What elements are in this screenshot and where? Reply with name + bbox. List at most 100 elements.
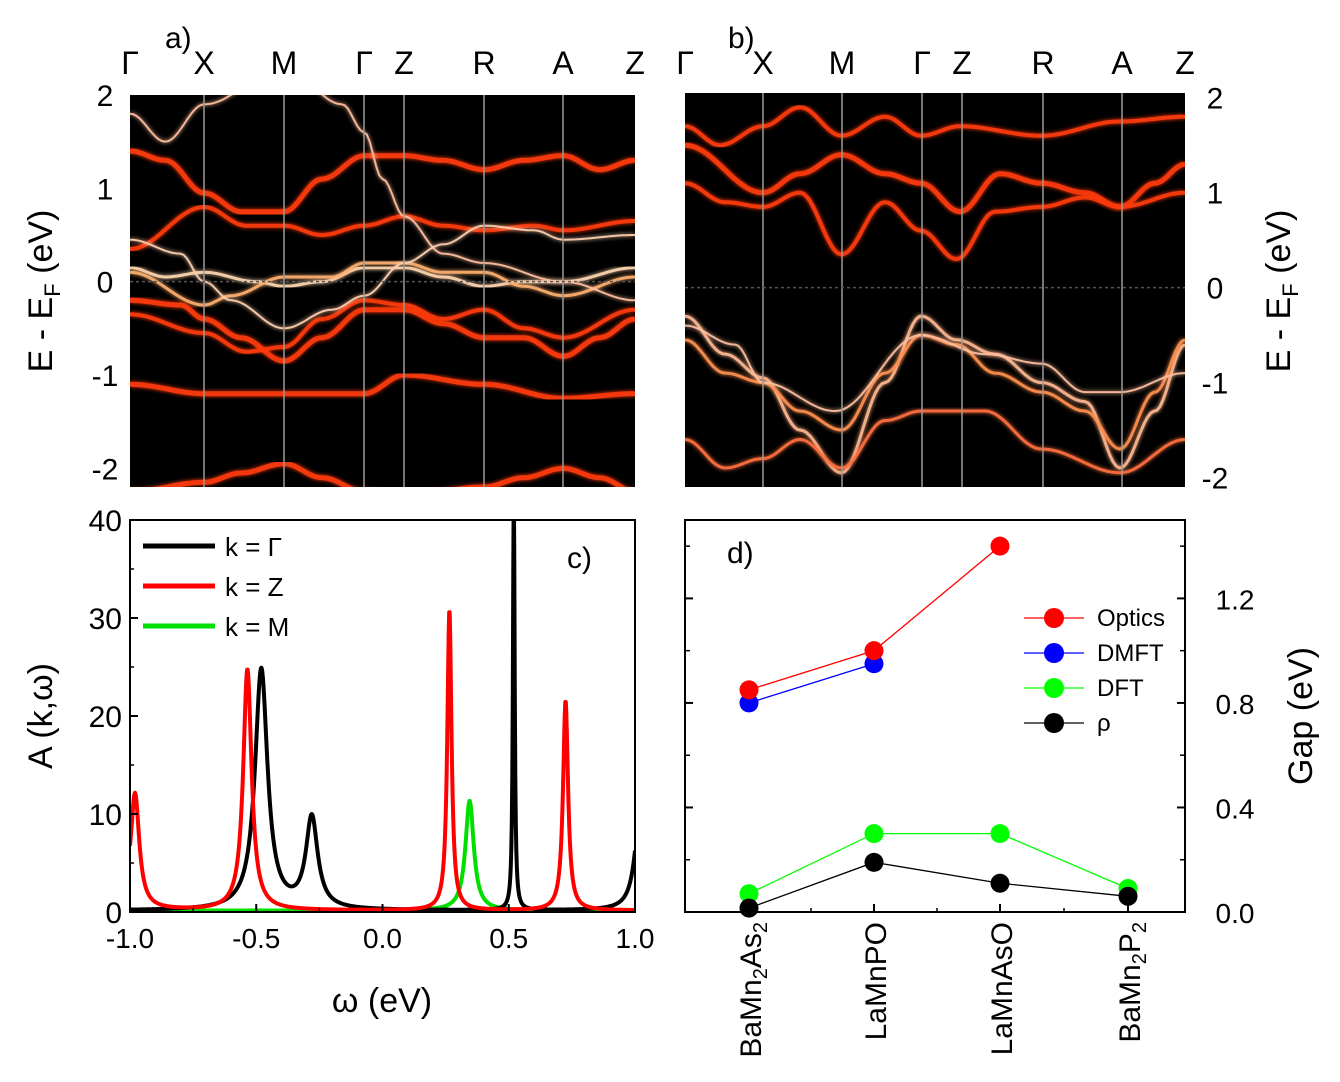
legend-label: k = Z [225,572,284,602]
band-curve [685,105,1185,148]
legend-swatch-marker [1044,678,1064,698]
legend-label: ρ [1097,710,1111,737]
panel-d-ticks: 0.0 0.4 0.8 1.2 [685,545,1255,929]
kpoint-label: Γ [355,45,373,81]
data-point [739,898,759,918]
legend-label: k = M [225,612,289,642]
category-label: BaMn2As2 [735,922,772,1058]
band-curve [130,95,635,302]
band-curve [130,372,635,401]
panel-a-background [130,95,635,487]
panel-c-ticks: -1.0 -0.5 0.0 0.5 1.0 0 10 20 30 40 [89,505,655,954]
band-curve [130,261,635,307]
data-point [990,824,1010,844]
ytick-label: 1 [1207,178,1224,211]
ytick-label: 0 [97,267,114,300]
category-label: LaMnPO [860,922,893,1040]
panel-c-ylabel: A (k,ω) [22,663,60,769]
band-curve [685,314,1185,475]
data-point [739,693,759,713]
ytick-label: 0 [105,897,122,930]
kpoint-label: A [1111,45,1133,81]
ytick-label: 10 [89,799,122,832]
data-point [864,824,884,844]
category-label: BaMn2P2 [1114,922,1151,1043]
ytick-label: -1 [92,360,119,393]
kpoint-label: A [552,45,574,81]
panel-b-yticks: 2 1 0 -1 -2 [1202,83,1229,496]
kpoint-label: M [271,45,298,81]
kpoint-label: M [829,45,856,81]
kpoint-label: Γ [676,45,694,81]
panel-a-ylabel: E - EF (eV) [22,210,65,373]
legend-label: DMFT [1097,640,1164,667]
kpoint-label: X [752,45,773,81]
data-point [990,873,1010,893]
panel-c-label: c) [567,542,592,575]
band-curve [685,324,1185,412]
kpoint-label: Z [394,45,414,81]
legend-label: DFT [1097,675,1144,702]
xtick-label: 0.0 [363,923,402,954]
category-label: LaMnAsO [986,922,1019,1055]
data-point [990,536,1010,556]
band-curve [685,181,1185,262]
ytick-label: 20 [89,701,122,734]
band-curve [153,461,627,487]
panel-d-series [739,536,1138,918]
panel-a-bands [130,95,635,487]
panel-b-bands [685,105,1185,475]
panel-a-yticks: 2 1 0 -1 -2 [92,80,119,486]
kpoint-label: X [193,45,214,81]
legend-label: k = Γ [225,532,282,562]
legend-label: Optics [1097,605,1165,632]
band-curve [130,205,635,251]
data-point [864,852,884,872]
series-line-DFT [748,832,1129,895]
ytick-label: 2 [1207,83,1224,116]
panel-d-frame [684,519,1186,913]
ytick-label: 0.8 [1216,689,1255,720]
series-line-DMFT [748,663,875,704]
band-curve [130,297,635,364]
panel-c-legend: k = Γ k = Z k = M [143,532,289,642]
xtick-label: -1.0 [106,923,154,954]
data-point [1118,886,1138,906]
legend-swatch-marker [1044,643,1064,663]
band-curve [130,148,635,215]
ytick-label: 40 [89,505,122,538]
data-point [739,680,759,700]
panel-b-label: b) [728,22,755,55]
ytick-label: -2 [1202,463,1229,496]
panel-b-background [685,93,1185,487]
kpoint-label: R [472,45,495,81]
data-point [864,641,884,661]
panel-d-label: d) [727,537,754,570]
panel-b-kpoint-lines [762,93,1123,487]
band-curve [130,298,635,354]
band-curve [685,142,1185,215]
series-line-ρ [748,861,1129,909]
xtick-label: 0.5 [489,923,528,954]
band-curve [685,409,1185,475]
data-point [739,884,759,904]
panel-c-xlabel: ω (eV) [332,982,432,1020]
panel-d-ylabel: Gap (eV) [1282,647,1320,785]
kpoint-label: Z [952,45,972,81]
panel-d: 0.0 0.4 0.8 1.2 Optics DMFT DFT ρ BaMn2As2 LaMn… [684,519,1320,1058]
xtick-label: 1.0 [616,923,655,954]
kpoint-label: Γ [121,45,139,81]
data-point [864,654,884,674]
ytick-label: 0.0 [1216,898,1255,929]
ytick-label: 0.4 [1216,793,1255,824]
ytick-label: 30 [89,603,122,636]
panel-b-ylabel: E - EF (eV) [1260,210,1303,373]
panel-a-kpoint-lines [203,95,564,487]
ytick-label: 0 [1207,273,1224,306]
